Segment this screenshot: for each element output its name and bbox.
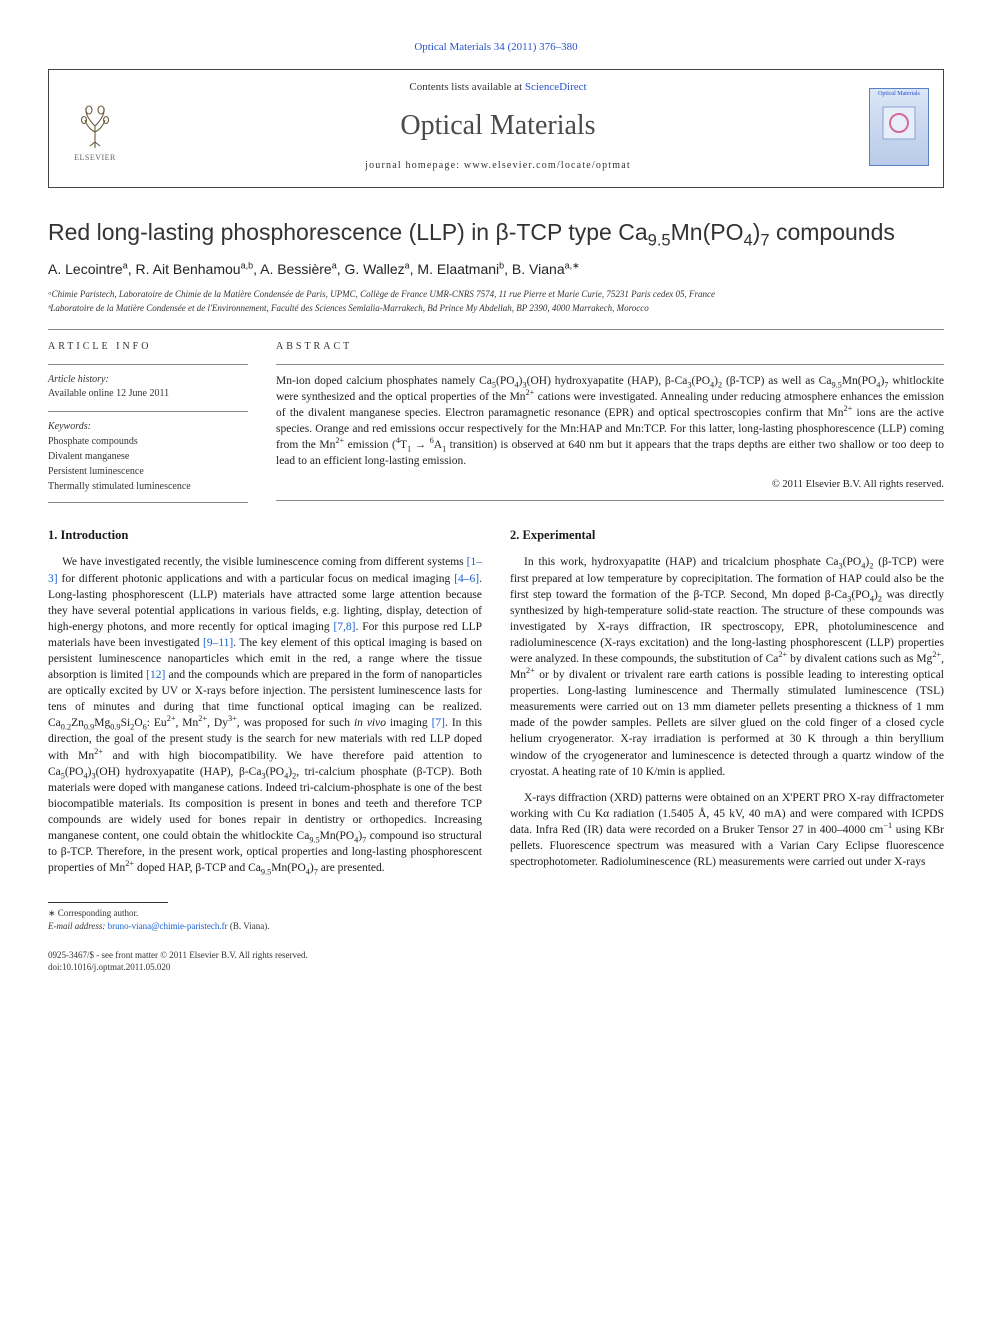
elsevier-logo: ELSEVIER xyxy=(63,90,127,164)
cover-text: Optical Materials xyxy=(878,91,920,98)
affiliation-a: ᵃChimie Paristech, Laboratoire de Chimie… xyxy=(48,288,944,301)
footnote-separator xyxy=(48,902,168,903)
elsevier-logo-text: ELSEVIER xyxy=(74,152,116,163)
header-center: Contents lists available at ScienceDirec… xyxy=(141,80,855,173)
email-label: E-mail address: xyxy=(48,921,105,931)
exp-paragraph-2: X-rays diffraction (XRD) patterns were o… xyxy=(510,790,944,870)
journal-cover-thumb: Optical Materials xyxy=(869,88,929,166)
intro-paragraph: We have investigated recently, the visib… xyxy=(48,554,482,876)
citation-line[interactable]: Optical Materials 34 (2011) 376–380 xyxy=(48,40,944,55)
email-footnote: E-mail address: bruno-viana@chimie-paris… xyxy=(48,920,482,933)
journal-title: Optical Materials xyxy=(141,106,855,145)
divider xyxy=(48,364,248,365)
history-text: Available online 12 June 2011 xyxy=(48,387,248,401)
sciencedirect-link[interactable]: ScienceDirect xyxy=(525,81,587,93)
elsevier-tree-icon xyxy=(71,102,119,150)
corresponding-author-note: ∗ Corresponding author. xyxy=(48,907,482,920)
exp-paragraph-1: In this work, hydroxyapatite (HAP) and t… xyxy=(510,554,944,779)
section-exp-head: 2. Experimental xyxy=(510,527,944,545)
abstract: ABSTRACT Mn-ion doped calcium phosphates… xyxy=(276,340,944,503)
keyword: Thermally stimulated luminescence xyxy=(48,479,248,494)
front-matter-meta: 0925-3467/$ - see front matter © 2011 El… xyxy=(48,949,482,974)
article-info-head: ARTICLE INFO xyxy=(48,340,248,354)
abstract-head: ABSTRACT xyxy=(276,340,944,354)
history-label: Article history: xyxy=(48,373,248,387)
keywords-label: Keywords: xyxy=(48,420,248,434)
divider xyxy=(48,329,944,330)
contents-available-line: Contents lists available at ScienceDirec… xyxy=(141,80,855,95)
article-title: Red long-lasting phosphorescence (LLP) i… xyxy=(48,216,944,248)
author-list: A. Lecointrea, R. Ait Benhamoua,b, A. Be… xyxy=(48,260,944,280)
contents-prefix: Contents lists available at xyxy=(409,81,524,93)
issn-line: 0925-3467/$ - see front matter © 2011 El… xyxy=(48,949,482,962)
email-suffix: (B. Viana). xyxy=(230,921,270,931)
doi-line: doi:10.1016/j.optmat.2011.05.020 xyxy=(48,961,482,974)
journal-homepage[interactable]: journal homepage: www.elsevier.com/locat… xyxy=(141,159,855,173)
keyword: Persistent luminescence xyxy=(48,464,248,479)
body-text: 1. Introduction We have investigated rec… xyxy=(48,527,944,974)
divider xyxy=(48,502,248,503)
journal-header: ELSEVIER Contents lists available at Sci… xyxy=(48,69,944,188)
affiliation-b: ᵇLaboratoire de la Matière Condensée et … xyxy=(48,302,944,315)
keyword: Divalent manganese xyxy=(48,449,248,464)
abstract-text: Mn-ion doped calcium phosphates namely C… xyxy=(276,373,944,470)
divider xyxy=(276,500,944,501)
abstract-copyright: © 2011 Elsevier B.V. All rights reserved… xyxy=(276,478,944,493)
email-link[interactable]: bruno-viana@chimie-paristech.fr xyxy=(108,921,228,931)
section-intro-head: 1. Introduction xyxy=(48,527,482,545)
divider xyxy=(276,364,944,365)
divider xyxy=(48,411,248,412)
article-info: ARTICLE INFO Article history: Available … xyxy=(48,340,248,503)
cover-graphic-icon xyxy=(877,97,921,147)
keyword: Phosphate compounds xyxy=(48,434,248,449)
info-abstract-row: ARTICLE INFO Article history: Available … xyxy=(48,340,944,503)
